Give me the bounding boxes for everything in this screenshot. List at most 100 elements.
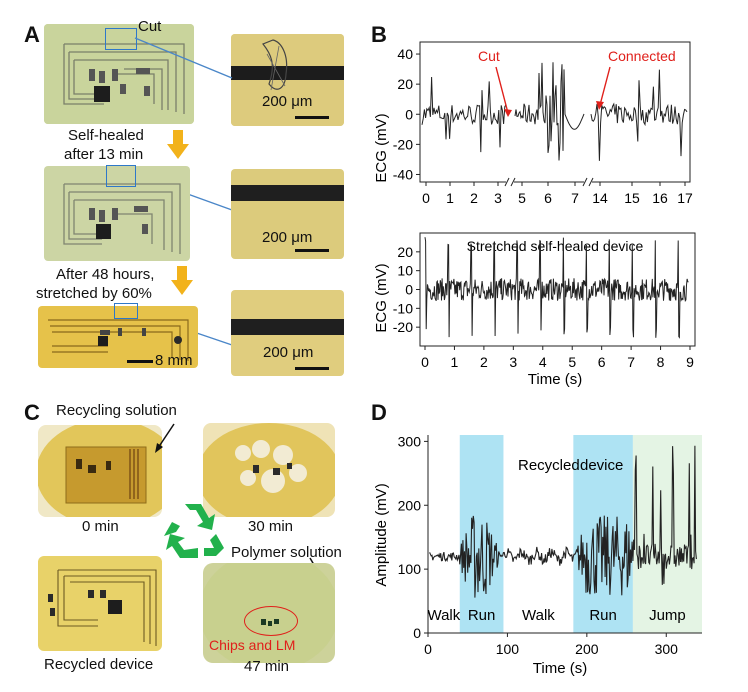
y-axis-label: ECG (mV) [373, 113, 390, 182]
x-axis-label: Time (s) [533, 660, 587, 677]
x-tick-label: 5 [518, 190, 526, 206]
micrograph-cut [231, 34, 344, 126]
y-tick-label: 0 [405, 282, 413, 298]
stretched-highlight-box [114, 303, 138, 319]
polymer-solution-label: Polymer solution [231, 544, 342, 561]
plot-frame [419, 41, 691, 183]
circuit-photo-cut [44, 24, 194, 124]
chart-title: Stretched self-healed device [467, 238, 644, 254]
x-tick-label: 0 [422, 190, 430, 206]
caption-after-48h: After 48 hours, [56, 266, 155, 283]
y-tick-label: -20 [393, 136, 413, 152]
axis-break [506, 179, 514, 187]
micrograph-healed [231, 169, 344, 259]
x-tick-label: 100 [496, 641, 520, 657]
scale-200um-2: 200 μm [262, 229, 313, 246]
region-band [573, 435, 633, 633]
region-label: Walk [427, 607, 460, 624]
axis-break-mark [510, 177, 516, 187]
panel-a-label: A [24, 22, 40, 47]
scale-200um-3: 200 μm [263, 344, 314, 361]
axis-break-mark [588, 177, 594, 187]
y-tick-label: 300 [398, 433, 422, 449]
axis-break [584, 179, 592, 187]
x-tick-label: 1 [446, 190, 454, 206]
scale-8mm: 8 mm [155, 352, 193, 369]
x-tick-label: 15 [624, 190, 640, 206]
pointer-arrow-icon [155, 423, 175, 453]
micrograph-stretched [231, 290, 344, 376]
y-tick-label: 200 [398, 497, 422, 513]
x-tick-label: 2 [480, 354, 488, 370]
y-tick-label: -10 [393, 300, 413, 316]
ecg-chart-bottom: ECG (mV) Stretched self-healed device 20… [373, 232, 696, 388]
caption-self-healed: Self-healed [68, 127, 144, 144]
region-label: Run [589, 607, 617, 624]
circuit-photo-stretched [38, 306, 198, 368]
cut-annotation: Cut [478, 48, 500, 64]
time-0min: 0 min [82, 518, 119, 535]
axis-break-mark [504, 177, 510, 187]
region-label: Run [468, 607, 496, 624]
scale-200um-1: 200 μm [262, 93, 313, 110]
down-arrow-icon [167, 130, 189, 159]
y-axis-label: Amplitude (mV) [373, 483, 390, 586]
time-47min: 47 min [244, 658, 290, 675]
y-tick-label: -20 [393, 319, 413, 335]
dish-30min [203, 423, 335, 517]
caption-after-13min: after 13 min [64, 146, 144, 163]
circuit-photo-healed [44, 166, 190, 261]
y-tick-label: -40 [393, 166, 413, 182]
x-tick-label: 200 [575, 641, 599, 657]
x-tick-label: 6 [544, 190, 552, 206]
cut-arrow [495, 66, 509, 114]
chips-lm-label: Chips and LM [209, 637, 296, 653]
title-device: device [580, 457, 623, 474]
region-label: Walk [522, 607, 555, 624]
amplitude-chart: Amplitude (mV) 0 100 200 300 0 100 200 300 Recy… [373, 433, 702, 677]
x-tick-label: 2 [470, 190, 478, 206]
title-recycled: Recycled [518, 457, 580, 474]
x-tick-label: 17 [677, 190, 693, 206]
healed-highlight-box [106, 165, 136, 187]
x-axis-label: Time (s) [528, 371, 582, 388]
x-tick-label: 16 [652, 190, 668, 206]
x-tick-label: 7 [571, 190, 579, 206]
recycled-device-label: Recycled device [44, 656, 154, 673]
x-tick-label: 3 [509, 354, 517, 370]
region-label: Jump [649, 607, 686, 624]
recycled-device-photo [38, 556, 162, 651]
dish-0min [38, 425, 162, 517]
x-tick-label: 0 [421, 354, 429, 370]
x-tick-label: 1 [451, 354, 459, 370]
x-tick-label: 9 [686, 354, 694, 370]
recycling-solution-label: Recycling solution [56, 402, 177, 419]
x-tick-label: 0 [424, 641, 432, 657]
x-tick-label: 300 [655, 641, 679, 657]
y-tick-label: 100 [398, 561, 422, 577]
x-tick-label: 8 [657, 354, 665, 370]
region-band [632, 435, 702, 633]
chips-lm-highlight [244, 606, 298, 636]
x-tick-label: 14 [592, 190, 608, 206]
panel-c-label: C [24, 400, 40, 425]
x-tick-label: 7 [627, 354, 635, 370]
recycle-arrows-icon [164, 504, 224, 558]
panel-d-label: D [371, 400, 387, 425]
connected-annotation: Connected [608, 48, 676, 64]
scale-bar-8mm [127, 360, 153, 363]
y-axis-label: ECG (mV) [373, 263, 390, 332]
y-tick-label: 20 [397, 244, 413, 260]
time-30min: 30 min [248, 518, 294, 535]
y-tick-label: 0 [405, 106, 413, 122]
axis-break-mark [582, 177, 588, 187]
y-tick-label: 20 [397, 76, 413, 92]
cut-label: Cut [138, 18, 162, 35]
x-tick-label: 5 [568, 354, 576, 370]
x-tick-label: 3 [494, 190, 502, 206]
y-tick-label: 40 [397, 46, 413, 62]
caption-stretched: stretched by 60% [36, 285, 152, 302]
y-tick-label: 10 [397, 263, 413, 279]
connected-arrow [599, 66, 611, 106]
